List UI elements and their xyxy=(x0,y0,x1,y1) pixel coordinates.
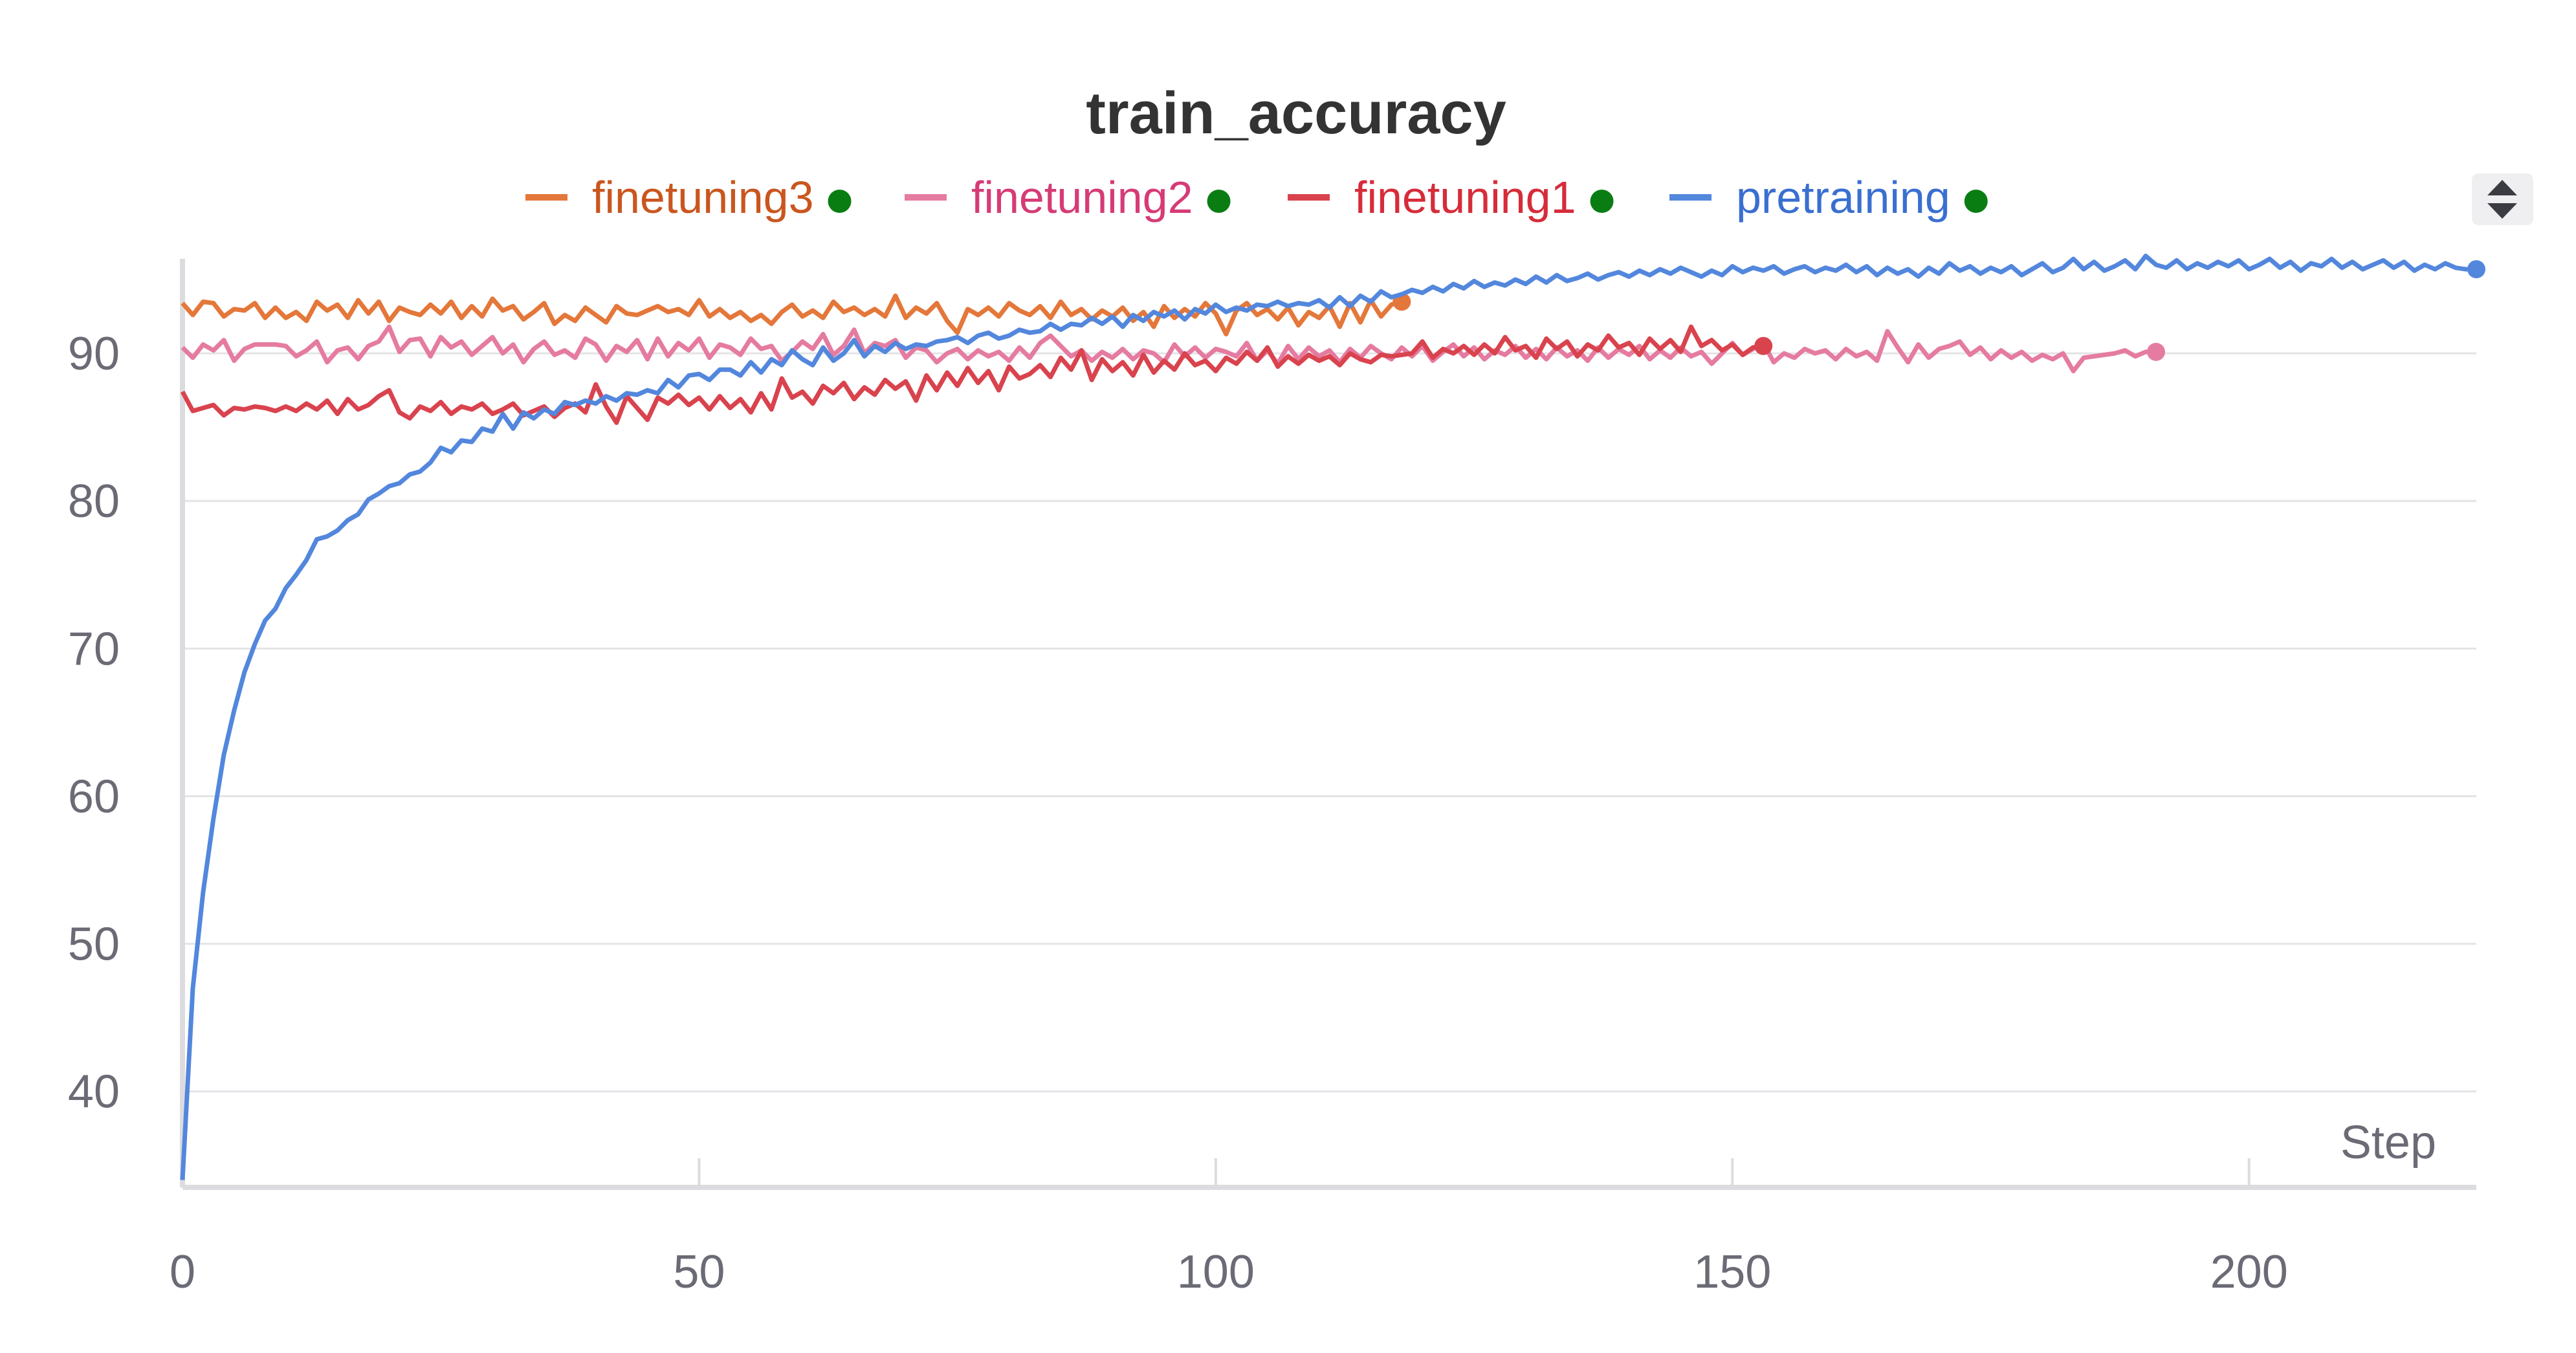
status-dot-icon xyxy=(1207,190,1231,213)
series-endpoint-pretraining xyxy=(2467,260,2485,279)
status-dot-icon xyxy=(1590,190,1614,213)
legend-label: finetuning2 xyxy=(971,172,1193,223)
status-dot-icon xyxy=(828,190,852,213)
y-axis: 40 50 60 70 80 90 xyxy=(68,259,185,1187)
legend-item-pretraining[interactable]: pretraining xyxy=(1669,172,1988,223)
series-endpoint-finetuning1 xyxy=(1754,336,1773,355)
x-axis: 0 50 100 150 200 xyxy=(170,1158,2476,1298)
up-down-caret-icon[interactable] xyxy=(2487,180,2517,219)
y-tick-label: 50 xyxy=(68,919,120,971)
legend-item-finetuning2[interactable]: finetuning2 xyxy=(905,172,1231,223)
x-tick-label: 150 xyxy=(1693,1246,1771,1298)
series-endpoint-finetuning2 xyxy=(2146,342,2165,361)
chart-title: train_accuracy xyxy=(1086,80,1506,146)
legend-label: pretraining xyxy=(1736,172,1950,223)
x-axis-label: Step xyxy=(2340,1117,2436,1169)
legend-scroll-background[interactable] xyxy=(2472,173,2533,225)
series-line-pretraining xyxy=(180,254,2476,1180)
y-tick-label: 40 xyxy=(68,1066,120,1118)
chart-legend: finetuning3 finetuning2 finetuning1 pretrai… xyxy=(525,172,1988,223)
chart-grid xyxy=(182,352,2476,1093)
legend-scroll-control[interactable] xyxy=(2472,173,2533,225)
y-tick-label: 90 xyxy=(68,328,120,380)
legend-item-finetuning1[interactable]: finetuning1 xyxy=(1288,172,1614,223)
legend-label: finetuning1 xyxy=(1354,172,1576,223)
legend-item-finetuning3[interactable]: finetuning3 xyxy=(525,172,852,223)
status-dot-icon xyxy=(1964,190,1988,213)
y-tick-label: 70 xyxy=(68,623,120,675)
legend-label: finetuning3 xyxy=(592,172,814,223)
y-tick-label: 60 xyxy=(68,771,120,822)
x-tick-label: 100 xyxy=(1177,1246,1255,1298)
x-tick-label: 0 xyxy=(170,1246,195,1298)
series-line-finetuning3 xyxy=(181,293,1403,336)
series-line-finetuning1 xyxy=(180,324,1764,425)
series-line-finetuning2 xyxy=(181,324,2156,373)
x-tick-label: 200 xyxy=(2210,1246,2288,1298)
chart-series xyxy=(180,254,2485,1180)
x-tick-label: 50 xyxy=(673,1246,725,1298)
y-tick-label: 80 xyxy=(68,476,120,527)
